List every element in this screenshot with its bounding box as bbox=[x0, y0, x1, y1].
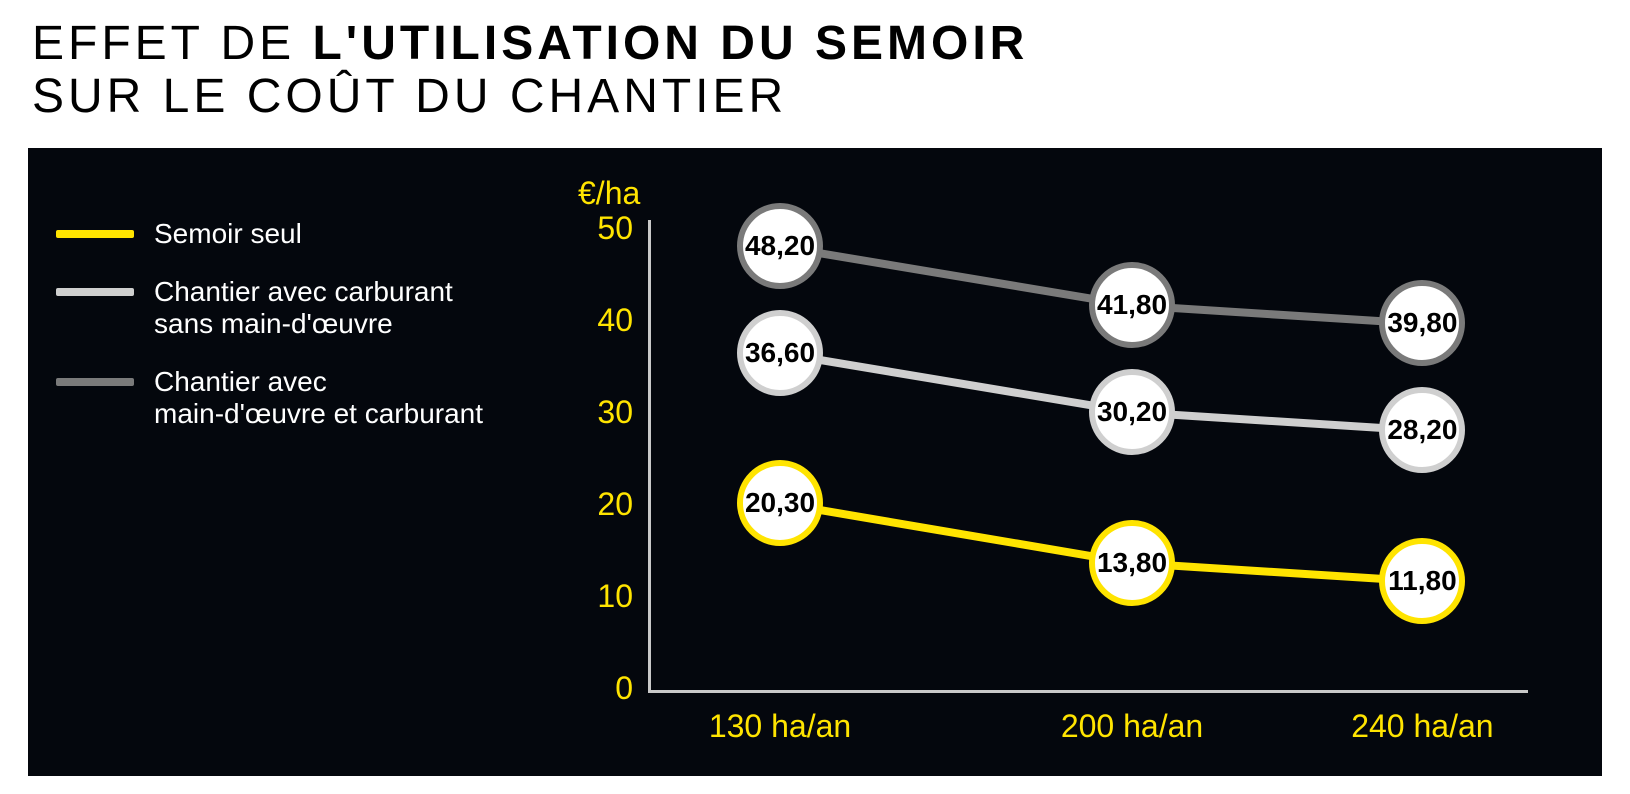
data-marker-label: 30,20 bbox=[1097, 396, 1167, 428]
data-marker: 48,20 bbox=[737, 203, 823, 289]
y-axis-unit: €/ha bbox=[578, 175, 640, 212]
y-tick-label: 50 bbox=[573, 210, 633, 247]
legend-swatch bbox=[56, 288, 134, 296]
data-marker: 41,80 bbox=[1089, 262, 1175, 348]
data-marker: 20,30 bbox=[737, 460, 823, 546]
data-marker-label: 20,30 bbox=[745, 487, 815, 519]
data-marker: 28,20 bbox=[1379, 387, 1465, 473]
data-marker: 13,80 bbox=[1089, 520, 1175, 606]
y-tick-label: 10 bbox=[573, 578, 633, 615]
data-marker: 36,60 bbox=[737, 310, 823, 396]
data-marker: 30,20 bbox=[1089, 369, 1175, 455]
plot-area: 48,20 41,80 39,80 36,60 30,20 28,20 20,30 13,80… bbox=[648, 230, 1528, 690]
data-marker-label: 28,20 bbox=[1387, 414, 1457, 446]
chart-panel: Semoir seul Chantier avec carburant sans … bbox=[28, 148, 1602, 776]
x-tick-label: 240 ha/an bbox=[1342, 708, 1502, 745]
legend-label: Chantier avec carburant sans main-d'œuvr… bbox=[154, 276, 453, 340]
legend-label: Chantier avec main-d'œuvre et carburant bbox=[154, 366, 483, 430]
legend-item: Chantier avec carburant sans main-d'œuvr… bbox=[56, 276, 516, 340]
title-line2: SUR LE COÛT DU CHANTIER bbox=[32, 70, 787, 123]
data-marker-label: 36,60 bbox=[745, 337, 815, 369]
legend-swatch bbox=[56, 230, 134, 238]
legend: Semoir seul Chantier avec carburant sans … bbox=[56, 218, 516, 457]
legend-item: Chantier avec main-d'œuvre et carburant bbox=[56, 366, 516, 430]
y-tick-label: 40 bbox=[573, 302, 633, 339]
legend-item: Semoir seul bbox=[56, 218, 516, 250]
data-marker-label: 11,80 bbox=[1388, 565, 1457, 597]
x-tick-label: 200 ha/an bbox=[1052, 708, 1212, 745]
y-tick-label: 0 bbox=[573, 670, 633, 707]
data-marker-label: 39,80 bbox=[1387, 307, 1457, 339]
data-marker: 11,80 bbox=[1379, 538, 1465, 624]
chart-title: EFFET DE L'UTILISATION DU SEMOIR SUR LE … bbox=[0, 0, 1630, 124]
x-tick-label: 130 ha/an bbox=[700, 708, 860, 745]
data-marker: 39,80 bbox=[1379, 280, 1465, 366]
y-tick-label: 20 bbox=[573, 486, 633, 523]
data-marker-label: 13,80 bbox=[1097, 547, 1167, 579]
y-tick-label: 30 bbox=[573, 394, 633, 431]
legend-label: Semoir seul bbox=[154, 218, 302, 250]
legend-swatch bbox=[56, 378, 134, 386]
title-line1-light: EFFET DE bbox=[32, 17, 312, 70]
chart-area: €/ha 48,20 41,80 39,80 36,60 30,20 28,20 20,30… bbox=[538, 170, 1578, 760]
data-marker-label: 41,80 bbox=[1097, 289, 1167, 321]
x-axis-line bbox=[648, 690, 1528, 693]
title-line1-bold: L'UTILISATION DU SEMOIR bbox=[312, 17, 1028, 70]
data-marker-label: 48,20 bbox=[745, 230, 815, 262]
